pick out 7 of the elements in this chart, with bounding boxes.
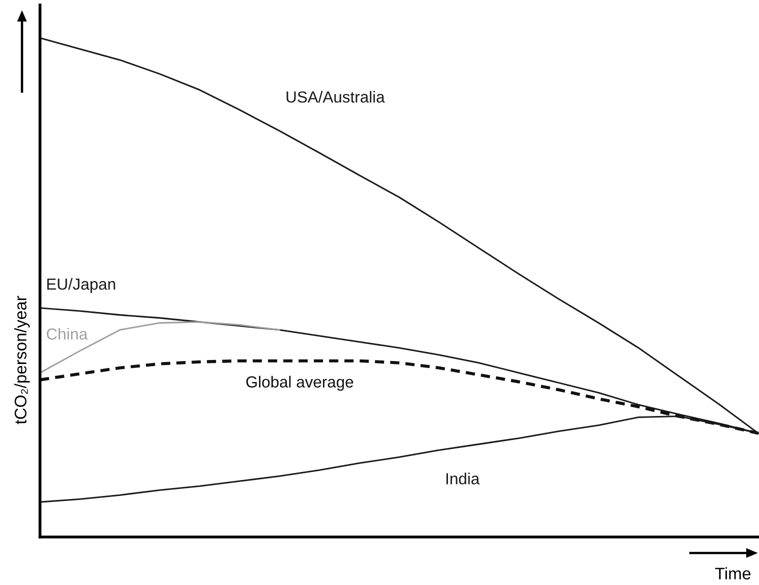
- series-label: EU/Japan: [47, 278, 116, 293]
- series-label: Global average: [246, 376, 354, 391]
- series-label: India: [446, 472, 480, 484]
- series-label: China: [46, 328, 88, 340]
- series-label: USA/Australia: [286, 90, 385, 103]
- y-axis-title: tCO₂/person/year: [14, 296, 30, 424]
- x-axis-title: Time: [715, 567, 750, 580]
